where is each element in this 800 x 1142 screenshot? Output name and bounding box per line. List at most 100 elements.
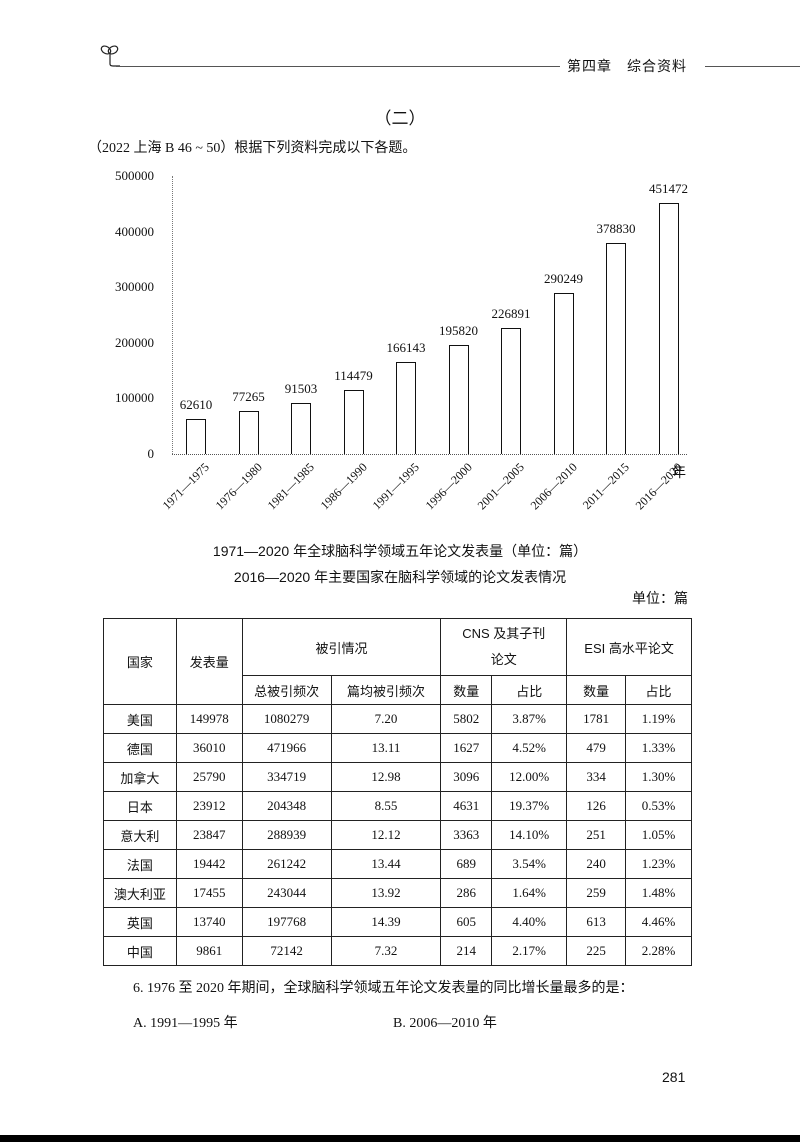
table-cell: 36010 [175,733,243,763]
bar-value-label: 77265 [232,389,265,405]
table-row: 加拿大 25790 334719 12.98 3096 12.00% 334 1.30% [103,762,692,792]
table-cell: 1.33% [625,733,692,763]
table-title: 2016—2020 年主要国家在脑科学领域的论文发表情况 [233,569,567,585]
table-cell: 3.87% [491,704,568,734]
table-cell: 479 [566,733,627,763]
table-cell: 9861 [175,936,243,966]
y-tick-label: 0 [147,446,155,461]
bar-chart: 500000 400000 300000 200000 100000 0 62610 197… [0,160,800,540]
table-cell: 13.44 [330,849,442,879]
table-cell: 689 [440,849,493,879]
sprout-icon [100,45,120,67]
table-cell: 4.46% [625,907,692,937]
y-tick-label: 500000 [115,168,154,183]
header-esi: ESI 高水平论文 [566,618,692,676]
header-cns-share: 占比 [491,675,568,705]
table-cell: 17455 [175,878,243,908]
table-cell: 8.55 [330,791,442,821]
table-cell: 1.23% [625,849,692,879]
bar-value-label: 226891 [491,305,531,321]
option-b: B. 2006—2010 年 [393,1016,497,1031]
table-cell: 1627 [440,733,493,763]
table-cell: 4631 [440,791,493,821]
header-total-citations: 总被引频次 [241,675,332,705]
table-cell: 12.98 [330,762,442,792]
table-cell: 25790 [175,762,243,792]
bar-value-label: 114479 [334,368,373,384]
table-cell: 204348 [241,791,332,821]
table-cell: 259 [566,878,627,908]
table-cell: 13740 [175,907,243,937]
table-cell: 4.52% [491,733,568,763]
table-cell: 214 [440,936,493,966]
country-cell: 日本 [103,791,177,821]
table-row: 澳大利亚 17455 243044 13.92 286 1.64% 259 1.48% [103,878,692,908]
bar [238,411,259,454]
header-esi-count: 数量 [566,675,627,705]
table-cell: 7.20 [330,704,442,734]
x-axis-unit: 年 [672,465,686,481]
table-cell: 14.39 [330,907,442,937]
table-row: 中国 9861 72142 7.32 214 2.17% 225 2.28% [103,936,692,966]
table-cell: 251 [566,820,627,850]
bar [396,361,416,454]
y-tick-label: 200000 [115,334,154,350]
table-cell: 288939 [241,820,332,850]
bar-value-label: 91503 [284,381,318,397]
table-cell: 12.00% [491,762,568,792]
x-axis [172,454,687,455]
table-cell: 23847 [175,820,243,850]
bar [658,202,679,454]
table-cell: 243044 [241,878,332,908]
bar-value-label: 378830 [596,221,636,237]
y-tick-label: 100000 [115,390,154,406]
country-cell: 中国 [103,936,177,966]
table-cell: 19.37% [491,791,568,821]
table-row: 日本 23912 204348 8.55 4631 19.37% 126 0.53% [103,791,692,821]
country-cell: 德国 [103,733,177,763]
bar-value-label: 62610 [179,397,213,413]
page-number: 281 [662,1069,686,1085]
table-row: 德国 36010 471966 13.11 1627 4.52% 479 1.33% [103,733,692,763]
table-cell: 13.92 [330,878,442,908]
table-cell: 3096 [440,762,493,792]
header-avg-citations: 篇均被引频次 [330,675,442,705]
header-rule-left [116,66,560,67]
table-cell: 12.12 [330,820,442,850]
table-row: 美国 149978 1080279 7.20 5802 3.87% 1781 1.19% [103,704,692,734]
country-cell: 澳大利亚 [103,878,177,908]
table-cell: 14.10% [491,820,568,850]
section-intro: （2022 上海 B 46 ~ 50）根据下列资料完成以下各题。 [88,141,417,156]
table-cell: 3363 [440,820,493,850]
table-cell: 334 [566,762,627,792]
data-table: 国家 发表量 被引情况 CNS 及其子刊论文 ESI 高水平论文 总被引频次 篇… [103,618,692,966]
chapter-title: 第四章 综合资料 [567,58,687,74]
table-cell: 2.28% [625,936,692,966]
table-cell: 1.48% [625,878,692,908]
y-tick-label: 300000 [115,279,154,295]
chart-caption: 1971—2020 年全球脑科学领域五年论文发表量（单位：篇） [212,543,588,559]
table-cell: 334719 [241,762,332,792]
header-publications: 发表量 [175,618,243,705]
table-cell: 1080279 [241,704,332,734]
table-cell: 126 [566,791,627,821]
table-row: 意大利 23847 288939 12.12 3363 14.10% 251 1.05% [103,820,692,850]
table-cell: 471966 [241,733,332,763]
header-esi-share: 占比 [625,675,692,705]
table-cell: 3.54% [491,849,568,879]
table-cell: 1.05% [625,820,692,850]
table-cell: 72142 [241,936,332,966]
table-cell: 4.40% [491,907,568,937]
table-cell: 197768 [241,907,332,937]
country-cell: 加拿大 [103,762,177,792]
table-cell: 286 [440,878,493,908]
bar [291,403,311,454]
table-cell: 1.19% [625,704,692,734]
table-cell: 0.53% [625,791,692,821]
table-unit: 单位：篇 [632,592,688,607]
y-axis [172,176,173,454]
bar [501,327,521,454]
y-tick-label: 400000 [115,223,154,239]
table-cell: 1781 [566,704,627,734]
section-title: （二） [374,109,426,129]
